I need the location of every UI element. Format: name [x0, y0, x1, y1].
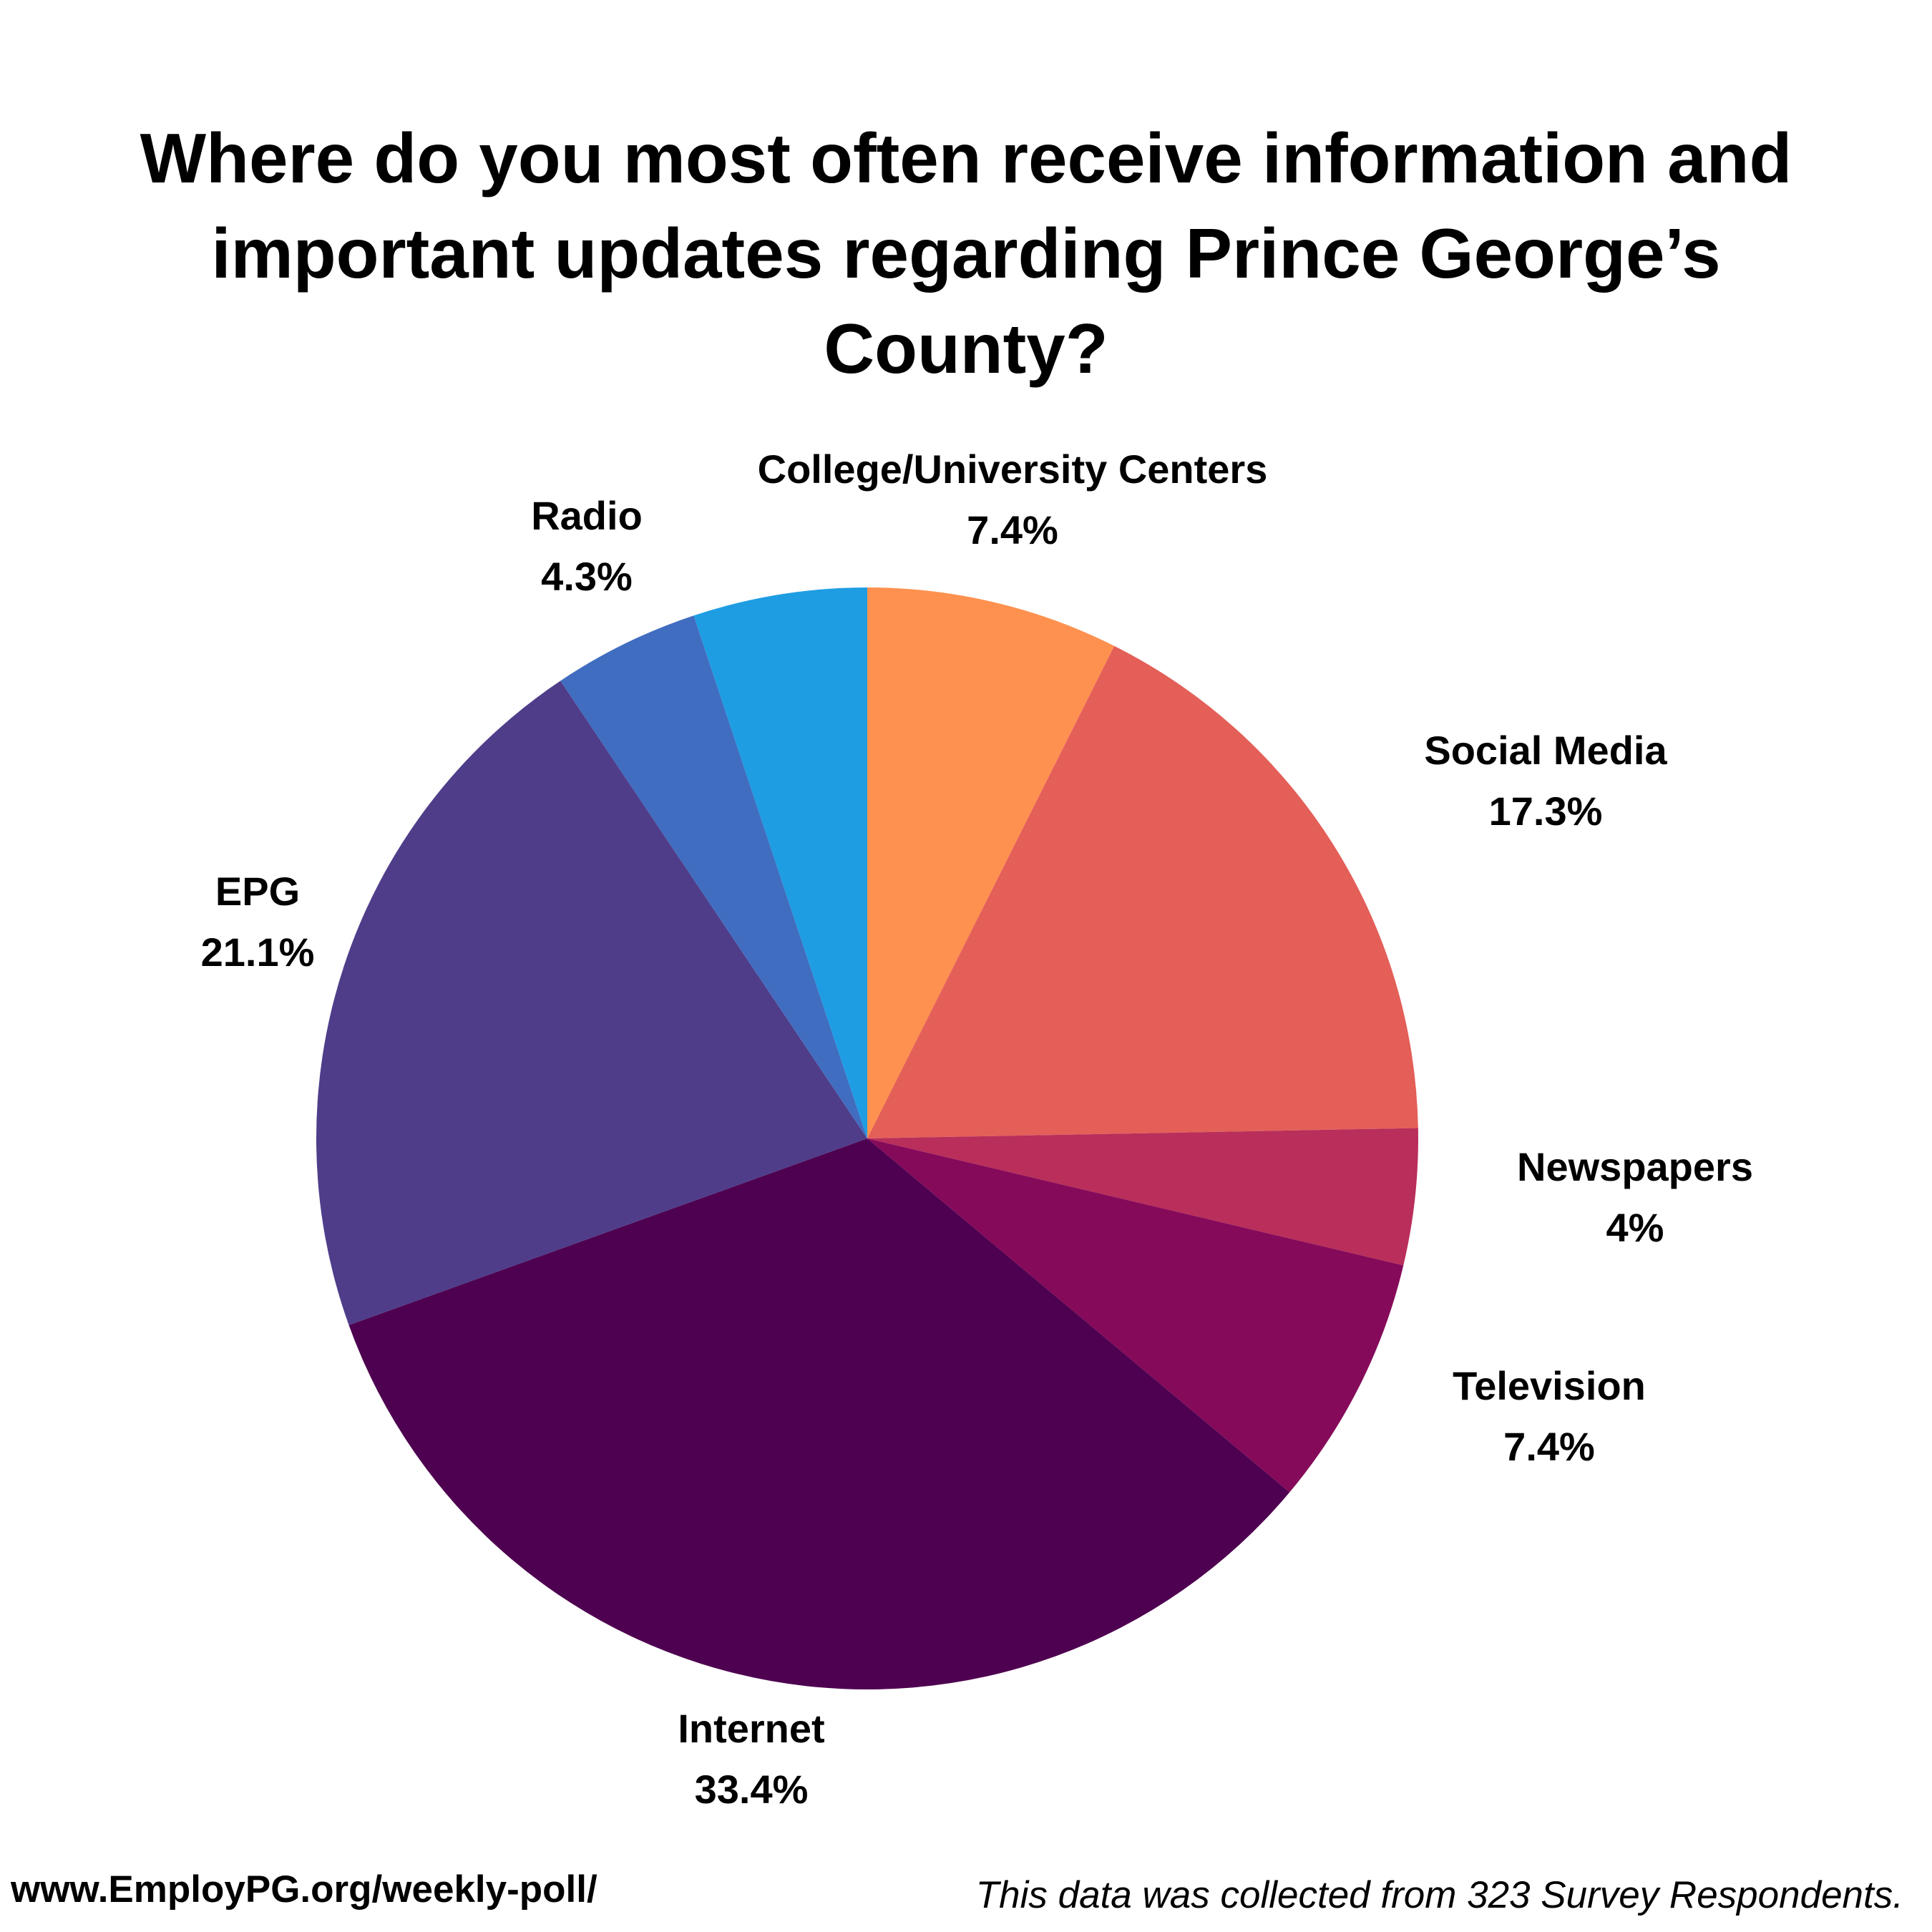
- pie-slices: [316, 587, 1418, 1689]
- pie-slice-unlabeled: [693, 587, 867, 1138]
- footer-url[interactable]: www.EmployPG.org/weekly-poll/: [11, 1868, 597, 1911]
- pie-slice-radio: [560, 615, 867, 1138]
- slice-label-newspapers: Newspapers: [1517, 1144, 1753, 1189]
- slice-value-epg: 21.1%: [201, 930, 315, 975]
- chart-title: Where do you most often receive informat…: [140, 119, 1792, 388]
- slice-value-radio: 4.3%: [541, 554, 633, 599]
- slice-label-internet: Internet: [678, 1706, 824, 1751]
- slice-label-epg: EPG: [215, 869, 300, 914]
- slice-label-college-university-centers: College/University Centers: [758, 447, 1268, 492]
- pie-labels: College/University Centers 7.4% Social Med…: [201, 447, 1753, 1812]
- footer-note: This data was collected from 323 Survey …: [975, 1874, 1903, 1916]
- pie-slice-television: [867, 1138, 1404, 1493]
- slice-label-social-media: Social Media: [1424, 728, 1667, 773]
- slice-label-radio: Radio: [531, 493, 643, 538]
- pie-slice-internet: [348, 1138, 1290, 1689]
- pie-slice-social-media: [867, 645, 1418, 1138]
- slice-label-television: Television: [1453, 1363, 1646, 1408]
- slice-value-college-university-centers: 7.4%: [967, 507, 1058, 552]
- slice-value-social-media: 17.3%: [1489, 789, 1603, 834]
- slice-value-newspapers: 4%: [1606, 1205, 1664, 1250]
- pie-slice-college-university-centers: [867, 587, 1115, 1138]
- pie-slice-newspapers: [867, 1128, 1418, 1266]
- slice-value-internet: 33.4%: [695, 1767, 809, 1812]
- pie-slice-epg: [316, 680, 868, 1325]
- slice-value-television: 7.4%: [1503, 1424, 1595, 1469]
